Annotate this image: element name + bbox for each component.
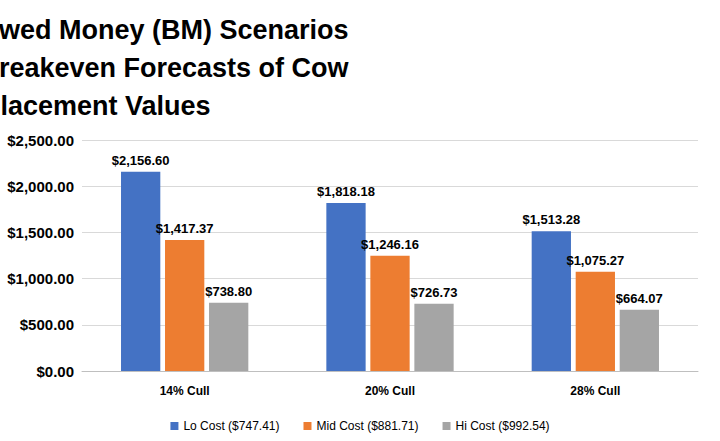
svg-text:$1,500.00: $1,500.00 <box>7 224 74 241</box>
svg-text:$2,500.00: $2,500.00 <box>7 132 74 149</box>
svg-text:The Nine Borrowed Money (BM) S: The Nine Borrowed Money (BM) Scenarios <box>0 15 356 45</box>
svg-text:$1,075.27: $1,075.27 <box>566 253 624 268</box>
svg-text:$1,513.28: $1,513.28 <box>522 212 580 227</box>
svg-text:$726.73: $726.73 <box>411 285 458 300</box>
svg-text:$1,818.18: $1,818.18 <box>317 184 375 199</box>
svg-text:Mid Cost ($881.71): Mid Cost ($881.71) <box>316 419 418 433</box>
svg-text:Hi Cost ($992.54): Hi Cost ($992.54) <box>456 419 550 433</box>
svg-text:28% Cull: 28% Cull <box>570 384 620 398</box>
svg-text:Replacement Values: Replacement Values <box>0 91 211 121</box>
svg-text:$738.80: $738.80 <box>205 284 252 299</box>
svg-text:$2,156.60: $2,156.60 <box>112 153 170 168</box>
svg-text:$0.00: $0.00 <box>36 363 74 380</box>
svg-text:14% Cull: 14% Cull <box>160 384 210 398</box>
svg-text:$1,246.16: $1,246.16 <box>361 237 419 252</box>
svg-text:$1,417.37: $1,417.37 <box>156 221 214 236</box>
svg-text:Lo Cost ($747.41): Lo Cost ($747.41) <box>183 419 279 433</box>
svg-text:$664.07: $664.07 <box>616 291 663 306</box>
svg-text:$1,000.00: $1,000.00 <box>7 270 74 287</box>
svg-text:Showing The Breakeven Forecast: Showing The Breakeven Forecasts of Cow <box>0 53 356 83</box>
svg-text:$500.00: $500.00 <box>20 316 74 333</box>
svg-text:20% Cull: 20% Cull <box>365 384 415 398</box>
svg-text:$2,000.00: $2,000.00 <box>7 178 74 195</box>
